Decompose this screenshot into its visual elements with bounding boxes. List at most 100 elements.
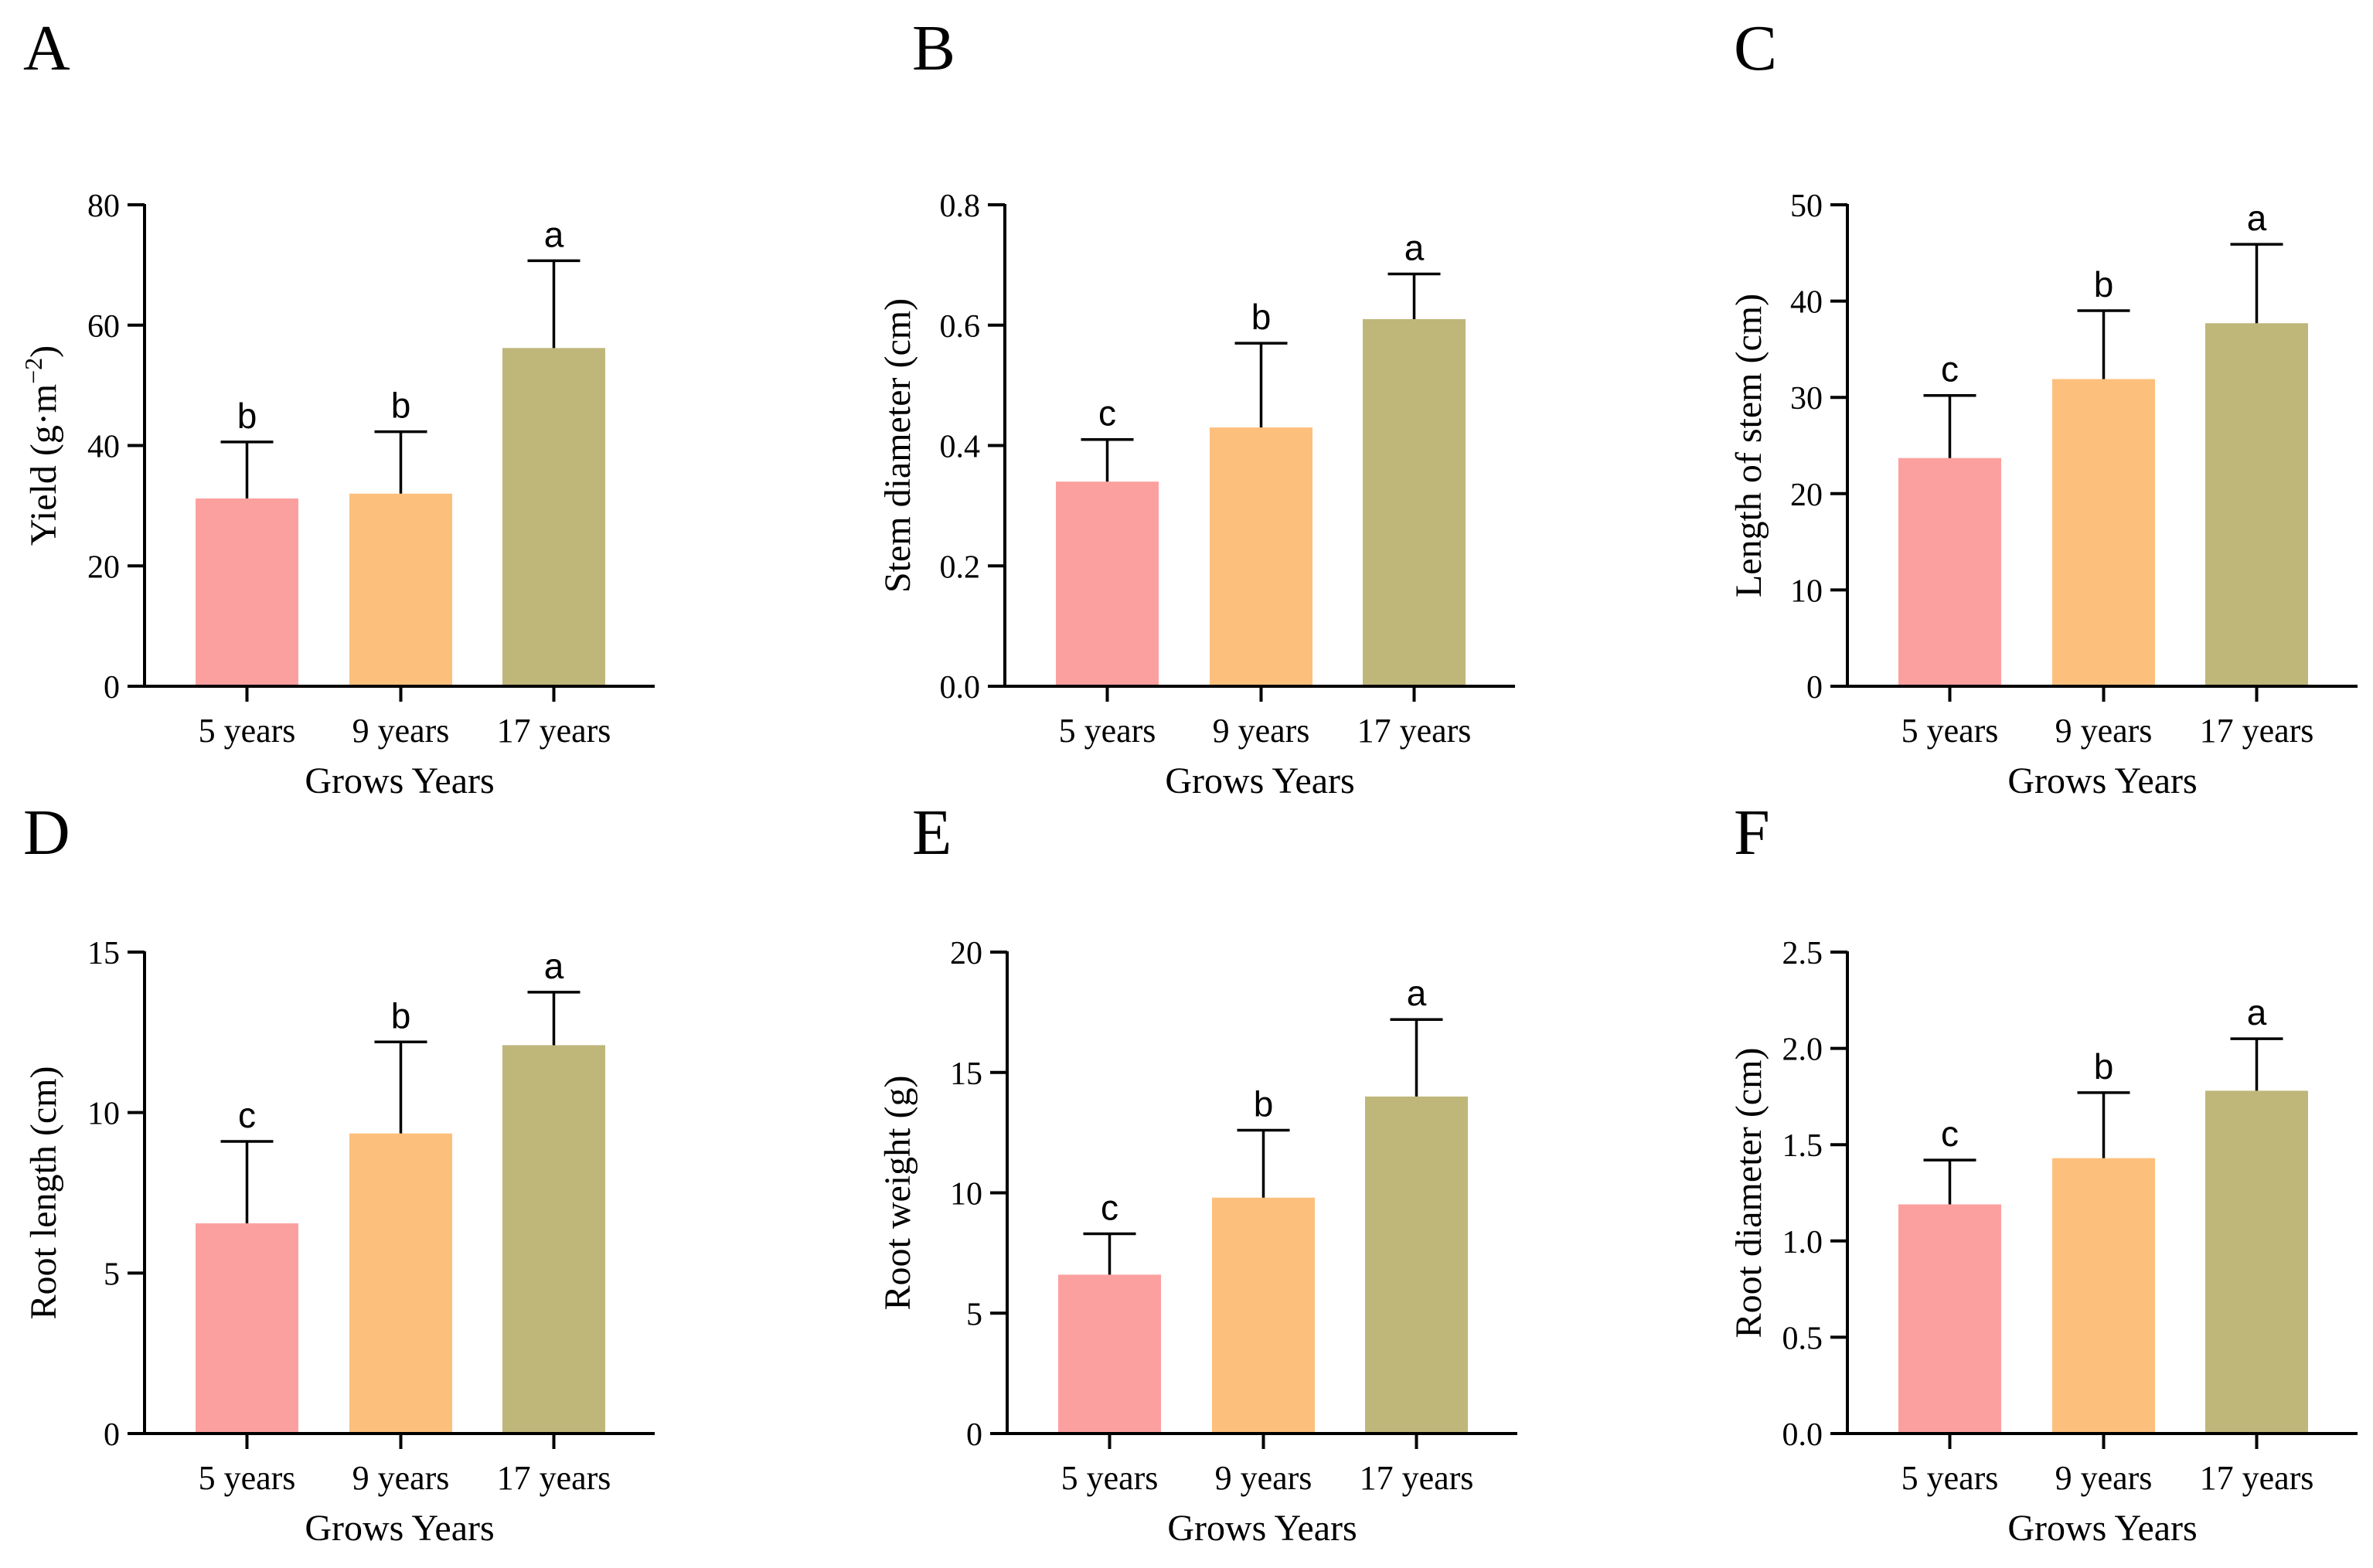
bar-f-3 — [2205, 1090, 2308, 1434]
x-axis-title: Grows Years — [1167, 1508, 1357, 1549]
y-tick-label: 20 — [1790, 478, 1823, 513]
x-axis-title: Grows Years — [2007, 1508, 2197, 1549]
panel-label: A — [23, 12, 70, 84]
y-tick-label: 10 — [950, 1177, 982, 1213]
bar-b-1 — [1056, 481, 1159, 686]
significance-letter: c — [1098, 393, 1116, 434]
y-tick-label: 15 — [87, 936, 120, 971]
panel-label: E — [912, 797, 952, 869]
bar-a-1 — [196, 498, 298, 686]
y-tick-label: 2.0 — [1782, 1032, 1823, 1068]
y-axis-title: Yield (g·m−2) — [19, 345, 64, 546]
x-tick-label: 5 years — [199, 712, 296, 750]
significance-letter: b — [2094, 264, 2114, 304]
x-tick-label: 17 years — [1360, 1459, 1474, 1497]
y-tick-label: 0.6 — [940, 309, 981, 345]
x-tick-label: 17 years — [2200, 712, 2314, 750]
x-tick-label: 5 years — [1061, 1459, 1159, 1497]
panel-label: F — [1734, 797, 1770, 869]
significance-letter: b — [237, 396, 257, 436]
y-tick-label: 20 — [950, 936, 982, 971]
y-axis-title: Stem diameter (cm) — [877, 298, 918, 593]
significance-letter: b — [391, 995, 411, 1036]
panel-label: C — [1734, 12, 1777, 84]
y-tick-label: 10 — [87, 1097, 120, 1132]
y-tick-label: 0.0 — [1782, 1417, 1823, 1453]
significance-letter: c — [1941, 1114, 1959, 1154]
significance-letter: a — [2247, 198, 2267, 238]
y-axis-title-suffix: ) — [23, 345, 64, 358]
bar-d-1 — [196, 1223, 298, 1434]
y-tick-label: 0 — [104, 670, 120, 706]
y-tick-label: 50 — [1790, 189, 1823, 224]
bar-e-1 — [1058, 1274, 1161, 1434]
y-axis-title: Root weight (g) — [877, 1076, 918, 1311]
x-tick-label: 5 years — [1059, 712, 1156, 750]
bar-a-3 — [502, 348, 605, 686]
x-tick-label: 9 years — [1215, 1459, 1312, 1497]
y-tick-label: 0 — [104, 1417, 120, 1453]
y-tick-label: 0.5 — [1782, 1321, 1823, 1356]
significance-letter: a — [2247, 992, 2267, 1032]
y-tick-label: 0.8 — [940, 189, 981, 224]
x-tick-label: 5 years — [199, 1459, 296, 1497]
y-tick-label: 10 — [1790, 573, 1823, 609]
y-tick-label: 0.0 — [940, 670, 981, 706]
x-tick-label: 17 years — [497, 1459, 611, 1497]
y-tick-label: 0 — [1806, 670, 1823, 706]
x-tick-label: 9 years — [352, 1459, 450, 1497]
y-axis-title: Length of stem (cm) — [1728, 294, 1769, 597]
significance-letter: a — [1404, 228, 1425, 268]
y-tick-label: 0 — [966, 1417, 982, 1453]
significance-letter: a — [1407, 973, 1427, 1013]
significance-letter: a — [544, 214, 564, 254]
x-tick-label: 5 years — [1901, 1459, 1999, 1497]
bar-c-1 — [1898, 457, 2001, 686]
y-tick-label: 2.5 — [1782, 936, 1823, 971]
significance-letter: c — [1941, 349, 1959, 389]
bar-e-2 — [1212, 1197, 1315, 1434]
bar-f-2 — [2052, 1158, 2155, 1434]
panel-label: B — [912, 12, 955, 84]
bar-b-2 — [1210, 427, 1312, 686]
y-axis-title-main: Yield (g·m — [23, 384, 64, 546]
y-tick-label: 5 — [104, 1257, 120, 1292]
x-tick-label: 17 years — [1357, 712, 1472, 750]
significance-letter: c — [238, 1095, 256, 1135]
significance-letter: b — [1251, 297, 1272, 337]
x-tick-label: 9 years — [352, 712, 450, 750]
bar-e-3 — [1365, 1096, 1468, 1434]
bar-d-3 — [502, 1045, 605, 1434]
y-tick-label: 20 — [87, 549, 120, 585]
significance-letter: c — [1101, 1187, 1118, 1227]
y-tick-label: 40 — [87, 430, 120, 465]
x-tick-label: 9 years — [2055, 1459, 2153, 1497]
y-tick-label: 5 — [966, 1297, 982, 1332]
y-tick-label: 80 — [87, 189, 120, 224]
y-tick-label: 1.0 — [1782, 1225, 1823, 1260]
panel-label: D — [23, 797, 70, 869]
x-axis-title: Grows Years — [1165, 760, 1354, 801]
x-axis-title: Grows Years — [2007, 760, 2197, 801]
x-tick-label: 17 years — [497, 712, 611, 750]
significance-letter: a — [544, 946, 564, 986]
x-tick-label: 17 years — [2200, 1459, 2314, 1497]
y-tick-label: 0.4 — [940, 430, 981, 465]
y-axis-title: Root diameter (cm) — [1728, 1048, 1769, 1338]
significance-letter: b — [1254, 1084, 1274, 1124]
x-tick-label: 9 years — [2055, 712, 2153, 750]
y-axis-title: Root length (cm) — [23, 1066, 64, 1320]
bar-f-1 — [1898, 1204, 2001, 1434]
bar-b-3 — [1363, 318, 1466, 686]
y-axis-title-superscript: −2 — [19, 358, 47, 384]
x-tick-label: 5 years — [1901, 712, 1999, 750]
y-tick-label: 0.2 — [940, 549, 981, 585]
significance-letter: b — [2094, 1046, 2114, 1087]
bar-c-3 — [2205, 323, 2308, 686]
y-tick-label: 1.5 — [1782, 1128, 1823, 1164]
bar-a-2 — [349, 493, 452, 686]
significance-letter: b — [391, 386, 411, 426]
x-axis-title: Grows Years — [305, 1508, 494, 1549]
bar-c-2 — [2052, 379, 2155, 686]
